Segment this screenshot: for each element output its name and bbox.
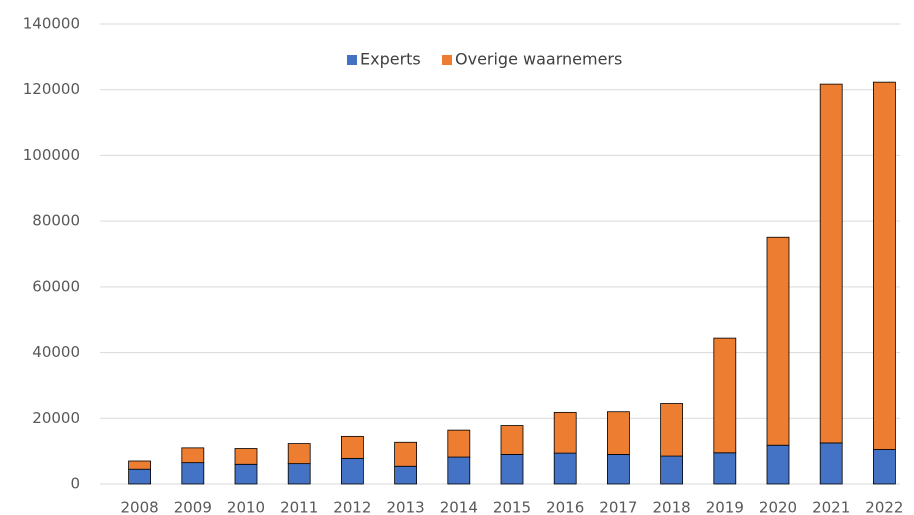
y-tick-label: 0	[70, 475, 80, 493]
x-tick-label: 2010	[227, 499, 265, 515]
bar-segment	[766, 444, 790, 485]
y-tick-label: 40000	[32, 343, 80, 361]
bar-segment	[128, 468, 152, 485]
y-tick-label: 120000	[23, 80, 80, 98]
bar-segment	[660, 403, 683, 457]
legend-label: Overige waarnemers	[455, 50, 622, 69]
x-tick-label: 2015	[493, 499, 531, 515]
bar-segment	[873, 449, 896, 485]
x-tick-label: 2019	[706, 499, 744, 515]
bar-segment	[607, 454, 630, 485]
bar-segment	[819, 83, 843, 444]
legend-swatch	[347, 55, 357, 65]
bar-segment	[607, 411, 630, 455]
bar-segment	[553, 452, 577, 485]
bar-segment	[447, 456, 471, 485]
x-tick-label: 2017	[599, 499, 637, 515]
bar-segment	[873, 81, 896, 450]
bar-segment	[287, 443, 311, 465]
bar-segment	[713, 452, 737, 485]
x-tick-label: 2008	[121, 499, 159, 515]
bar-segment	[447, 429, 471, 458]
bar-segment	[553, 411, 577, 454]
y-tick-label: 140000	[23, 15, 80, 33]
x-tick-label: 2016	[546, 499, 584, 515]
bar-segment	[394, 465, 418, 485]
x-tick-label: 2018	[653, 499, 691, 515]
x-tick-label: 2022	[865, 499, 903, 515]
x-tick-label: 2012	[333, 499, 371, 515]
bar-segment	[500, 425, 524, 455]
bar-segment	[234, 448, 258, 465]
legend-swatch	[442, 55, 452, 65]
y-tick-label: 100000	[23, 146, 80, 164]
bar-segment	[713, 337, 737, 454]
bar-segment	[181, 462, 205, 485]
x-tick-label: 2021	[812, 499, 850, 515]
y-tick-label: 20000	[32, 409, 80, 427]
bar-segment	[234, 463, 258, 485]
bar-segment	[340, 435, 364, 459]
x-tick-label: 2014	[440, 499, 478, 515]
bar-segment	[340, 457, 364, 485]
x-tick-label: 2020	[759, 499, 797, 515]
bar-segment	[394, 441, 418, 467]
x-tick-label: 2011	[280, 499, 318, 515]
y-tick-label: 80000	[32, 212, 80, 230]
legend-label: Experts	[360, 50, 421, 69]
bar-segment	[500, 454, 524, 485]
x-tick-label: 2009	[174, 499, 212, 515]
bar-segment	[287, 463, 311, 485]
x-tick-label: 2013	[387, 499, 425, 515]
bar-segment	[128, 460, 152, 470]
bar-segment	[819, 442, 843, 485]
bar-segment	[181, 447, 205, 464]
bar-segment	[766, 236, 790, 446]
bar-segment	[660, 455, 683, 485]
y-tick-label: 60000	[32, 277, 80, 295]
